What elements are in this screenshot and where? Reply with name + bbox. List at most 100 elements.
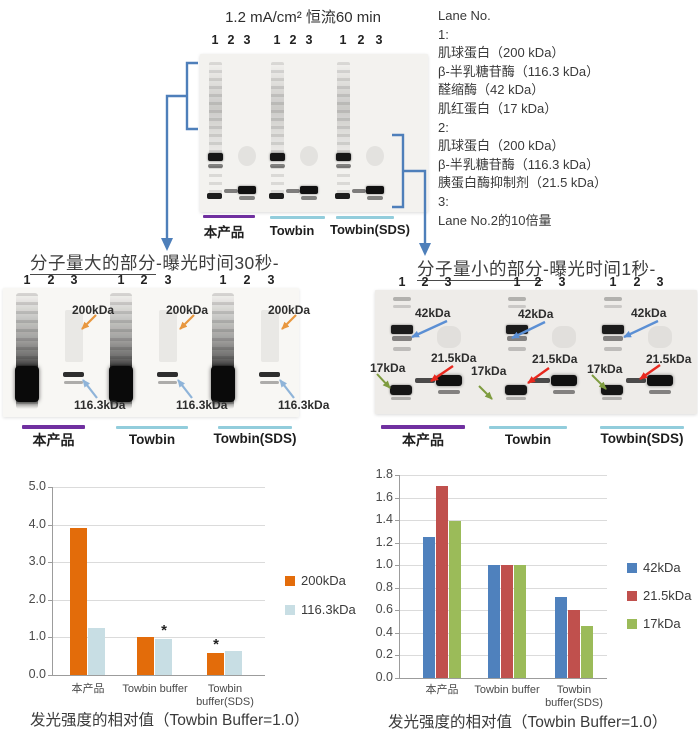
bar-116.3kDa (88, 628, 105, 675)
y-tick-mark (395, 542, 399, 544)
y-tick-label: 0.0 (375, 670, 393, 684)
y-tick-mark (48, 637, 52, 639)
y-tick-label: 0.8 (375, 579, 393, 594)
lane-number: 1 (117, 273, 125, 287)
category-label: Towbin buffer (122, 683, 188, 695)
blot-band (393, 305, 411, 308)
legend-label: 116.3kDa (301, 602, 356, 617)
group-label: 本产品 (203, 225, 245, 240)
marker-17kda: 17kDa (587, 362, 623, 376)
y-tick-label: 0.4 (375, 624, 393, 639)
blot-band (551, 375, 577, 386)
y-tick-label: 5.0 (28, 479, 46, 493)
lane-number: 1 (513, 275, 521, 289)
legend-label: 200kDa (301, 573, 346, 588)
blot-smear (271, 62, 284, 194)
y-tick-mark (395, 678, 399, 679)
bar-17kDa (580, 626, 593, 678)
group-label: 本产品 (402, 432, 444, 448)
large-mw-blot-image (3, 288, 299, 417)
blot-band (649, 390, 671, 394)
lane-legend-line: Lane No.2的10倍量 (438, 212, 552, 228)
lane-legend-line: 2: (438, 119, 449, 135)
blot-band (602, 397, 622, 400)
lane-number: 3 (558, 275, 566, 289)
blot-band (391, 397, 411, 400)
y-tick-label: 2.0 (28, 591, 46, 606)
lane-number: 2 (47, 273, 55, 287)
blot-band (391, 325, 413, 334)
blot-lane-group (97, 288, 197, 417)
lane-number: 3 (444, 275, 452, 289)
marker-21-5kda: 21.5kDa (646, 352, 692, 366)
y-tick-mark (395, 655, 399, 657)
blot-band (508, 305, 526, 308)
connector-high-mw (165, 94, 187, 240)
group-label: Towbin(SDS) (330, 222, 410, 237)
marker-21-5kda: 21.5kDa (532, 352, 578, 366)
marker-17kda: 17kDa (471, 364, 507, 378)
blot-smear (209, 62, 222, 194)
blot-band (336, 164, 351, 168)
x-axis (399, 678, 607, 679)
lane-number: 2 (140, 273, 148, 287)
blot-band (63, 372, 84, 377)
blot-band (270, 164, 285, 168)
y-tick-label: 4.0 (28, 516, 46, 531)
blot-band (352, 189, 366, 193)
blot-band (530, 378, 550, 383)
blot-band (604, 297, 622, 301)
blot-band (507, 336, 527, 341)
blot-lane-group (3, 288, 103, 417)
marker-17kda: 17kDa (370, 361, 406, 375)
figure-title: 1.2 mA/cm² 恒流60 min (225, 9, 381, 26)
y-tick-label: 1.0 (28, 629, 46, 644)
significance-marker: * (161, 621, 167, 639)
blot-band (392, 336, 412, 341)
blot-lane-group (586, 290, 696, 414)
lane-number: 1 (273, 33, 281, 47)
group-label: Towbin(SDS) (600, 431, 684, 446)
group-underline (270, 216, 325, 219)
blot-band (336, 153, 351, 161)
blot-band (224, 189, 238, 193)
marker-200kda: 200kDa (72, 303, 115, 317)
legend-swatch (285, 575, 295, 586)
bar-116.3kDa (155, 638, 172, 675)
marker-21-5kda: 21.5kDa (431, 351, 477, 365)
legend-swatch (627, 618, 637, 629)
lane-legend-line: 1: (438, 26, 449, 42)
lane-legend-line: 醛缩酶（42 kDa） (438, 82, 545, 98)
blot-lane-group (262, 54, 322, 212)
blot-band (269, 193, 284, 199)
lane-legend: Lane No. 1: 肌球蛋白（200 kDa） β-半乳糖苷酶（116.3 … (438, 7, 607, 230)
gridline (52, 487, 265, 488)
blot-band (508, 347, 526, 351)
marker-116kda: 116.3kDa (176, 398, 228, 412)
blot-band (415, 378, 435, 383)
y-tick-mark (48, 487, 52, 488)
blot-band (158, 381, 177, 384)
marker-42kda: 42kDa (631, 306, 667, 320)
blot-band (64, 381, 83, 384)
blot-band (300, 186, 318, 194)
y-tick-mark (395, 475, 399, 476)
legend-item: 42kDa (627, 560, 681, 575)
y-tick-label: 1.6 (375, 489, 393, 504)
bar-200kDa (137, 637, 154, 675)
section-title-suffix: -曝光时间1秒- (543, 259, 656, 279)
small-mw-blot-image (375, 290, 697, 414)
blot-band (553, 390, 575, 394)
blot-band (647, 375, 673, 386)
bar-200kDa (207, 653, 224, 675)
blot-band (208, 164, 223, 168)
y-tick-mark (48, 524, 52, 526)
blot-smudge (159, 310, 177, 362)
chart-small-mw: 发光强度的相对值（Towbin Buffer=1.0） 0.0 0.2 0.4 0.6… (350, 460, 698, 745)
blot-band (436, 375, 462, 386)
blot-lane-group (200, 54, 260, 212)
blot-smudge (552, 326, 576, 348)
blot-band (367, 196, 383, 200)
x-axis (52, 675, 265, 676)
